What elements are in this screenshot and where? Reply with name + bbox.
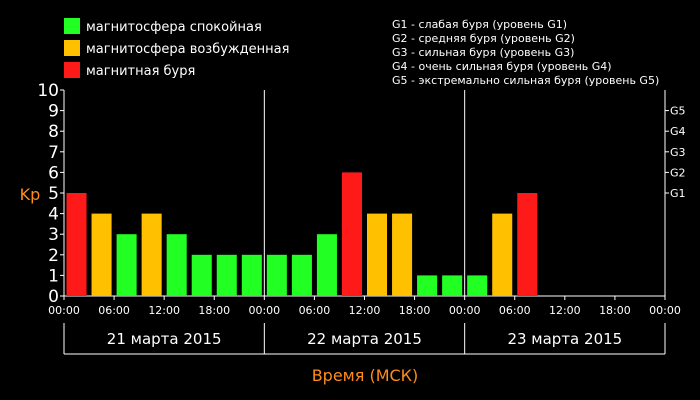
kp-bar <box>141 213 162 296</box>
kp-bar <box>216 254 237 296</box>
y-tick-label: 9 <box>48 102 59 122</box>
y-tick-label: 6 <box>48 163 59 183</box>
storm-level-tick-label: G3 <box>670 146 686 159</box>
y-tick-label: 2 <box>48 246 59 266</box>
x-tick-label: 06:00 <box>499 304 531 317</box>
y-tick-label: 10 <box>37 81 59 101</box>
kp-bar <box>266 254 287 296</box>
storm-legend-item: G2 - средняя буря (уровень G2) <box>392 32 575 45</box>
day-label: 22 марта 2015 <box>307 330 422 348</box>
x-tick-label: 00:00 <box>48 304 80 317</box>
legend-label: магнитосфера возбужденная <box>86 42 289 57</box>
legend-label: магнитная буря <box>86 64 195 79</box>
storm-legend-item: G3 - сильная буря (уровень G3) <box>392 46 574 59</box>
kp-bar <box>166 234 187 296</box>
y-tick-label: 0 <box>48 287 59 307</box>
storm-level-tick-label: G1 <box>670 187 686 200</box>
y-axis-label: Kp <box>20 185 41 204</box>
bars <box>66 172 538 296</box>
x-axis: 00:00 06:00 12:00 18:00 00:00 06:00 12:00 18:00… <box>48 296 681 317</box>
legend-swatch <box>64 40 80 56</box>
kp-bar <box>116 234 137 296</box>
day-label: 23 марта 2015 <box>507 330 622 348</box>
kp-bar <box>392 213 413 296</box>
kp-bar <box>492 213 513 296</box>
x-tick-label: 12:00 <box>549 304 581 317</box>
x-tick-label: 18:00 <box>198 304 230 317</box>
x-tick-label: 12:00 <box>349 304 381 317</box>
y-tick-label: 8 <box>48 122 59 142</box>
x-tick-label: 18:00 <box>399 304 431 317</box>
storm-level-tick-label: G4 <box>670 125 686 138</box>
y-tick-label: 1 <box>48 266 59 286</box>
kp-bar <box>91 213 112 296</box>
y-tick-label: 7 <box>48 143 59 163</box>
kp-bar <box>417 275 438 296</box>
kp-bar <box>316 234 337 296</box>
kp-bar <box>291 254 312 296</box>
legend-label: магнитосфера спокойная <box>86 20 262 35</box>
x-axis-label: Время (МСК) <box>312 366 419 385</box>
storm-level-axis: G1 G2 G3 G4 G5 <box>665 105 686 200</box>
kp-bar <box>241 254 262 296</box>
day-label: 21 марта 2015 <box>107 330 222 348</box>
kp-bar <box>341 172 362 296</box>
legend: магнитосфера спокойная магнитосфера возбу… <box>64 18 289 79</box>
kp-bar <box>517 193 538 296</box>
kp-bar <box>442 275 463 296</box>
legend-swatch <box>64 18 80 34</box>
legend-swatch <box>64 62 80 78</box>
kp-bar <box>191 254 212 296</box>
storm-legend-item: G5 - экстремально сильная буря (уровень … <box>392 74 659 87</box>
kp-bar <box>467 275 488 296</box>
y-tick-label: 3 <box>48 225 59 245</box>
y-tick-label: 5 <box>48 184 59 204</box>
x-tick-label: 18:00 <box>599 304 631 317</box>
x-tick-label: 12:00 <box>148 304 180 317</box>
storm-legend-item: G1 - слабая буря (уровень G1) <box>392 18 567 31</box>
day-labels: 21 марта 2015 22 марта 2015 23 марта 2015 <box>63 323 666 355</box>
x-tick-label: 06:00 <box>98 304 130 317</box>
storm-level-legend: G1 - слабая буря (уровень G1)G2 - средня… <box>392 18 659 87</box>
storm-level-tick-label: G5 <box>670 105 686 118</box>
x-tick-label: 06:00 <box>299 304 331 317</box>
y-tick-label: 4 <box>48 205 59 225</box>
storm-level-tick-label: G2 <box>670 166 686 179</box>
x-tick-label: 00:00 <box>248 304 280 317</box>
x-tick-label: 00:00 <box>449 304 481 317</box>
kp-bar <box>367 213 388 296</box>
kp-bar <box>66 193 87 296</box>
x-tick-label: 00:00 <box>649 304 681 317</box>
storm-legend-item: G4 - очень сильная буря (уровень G4) <box>392 60 612 73</box>
